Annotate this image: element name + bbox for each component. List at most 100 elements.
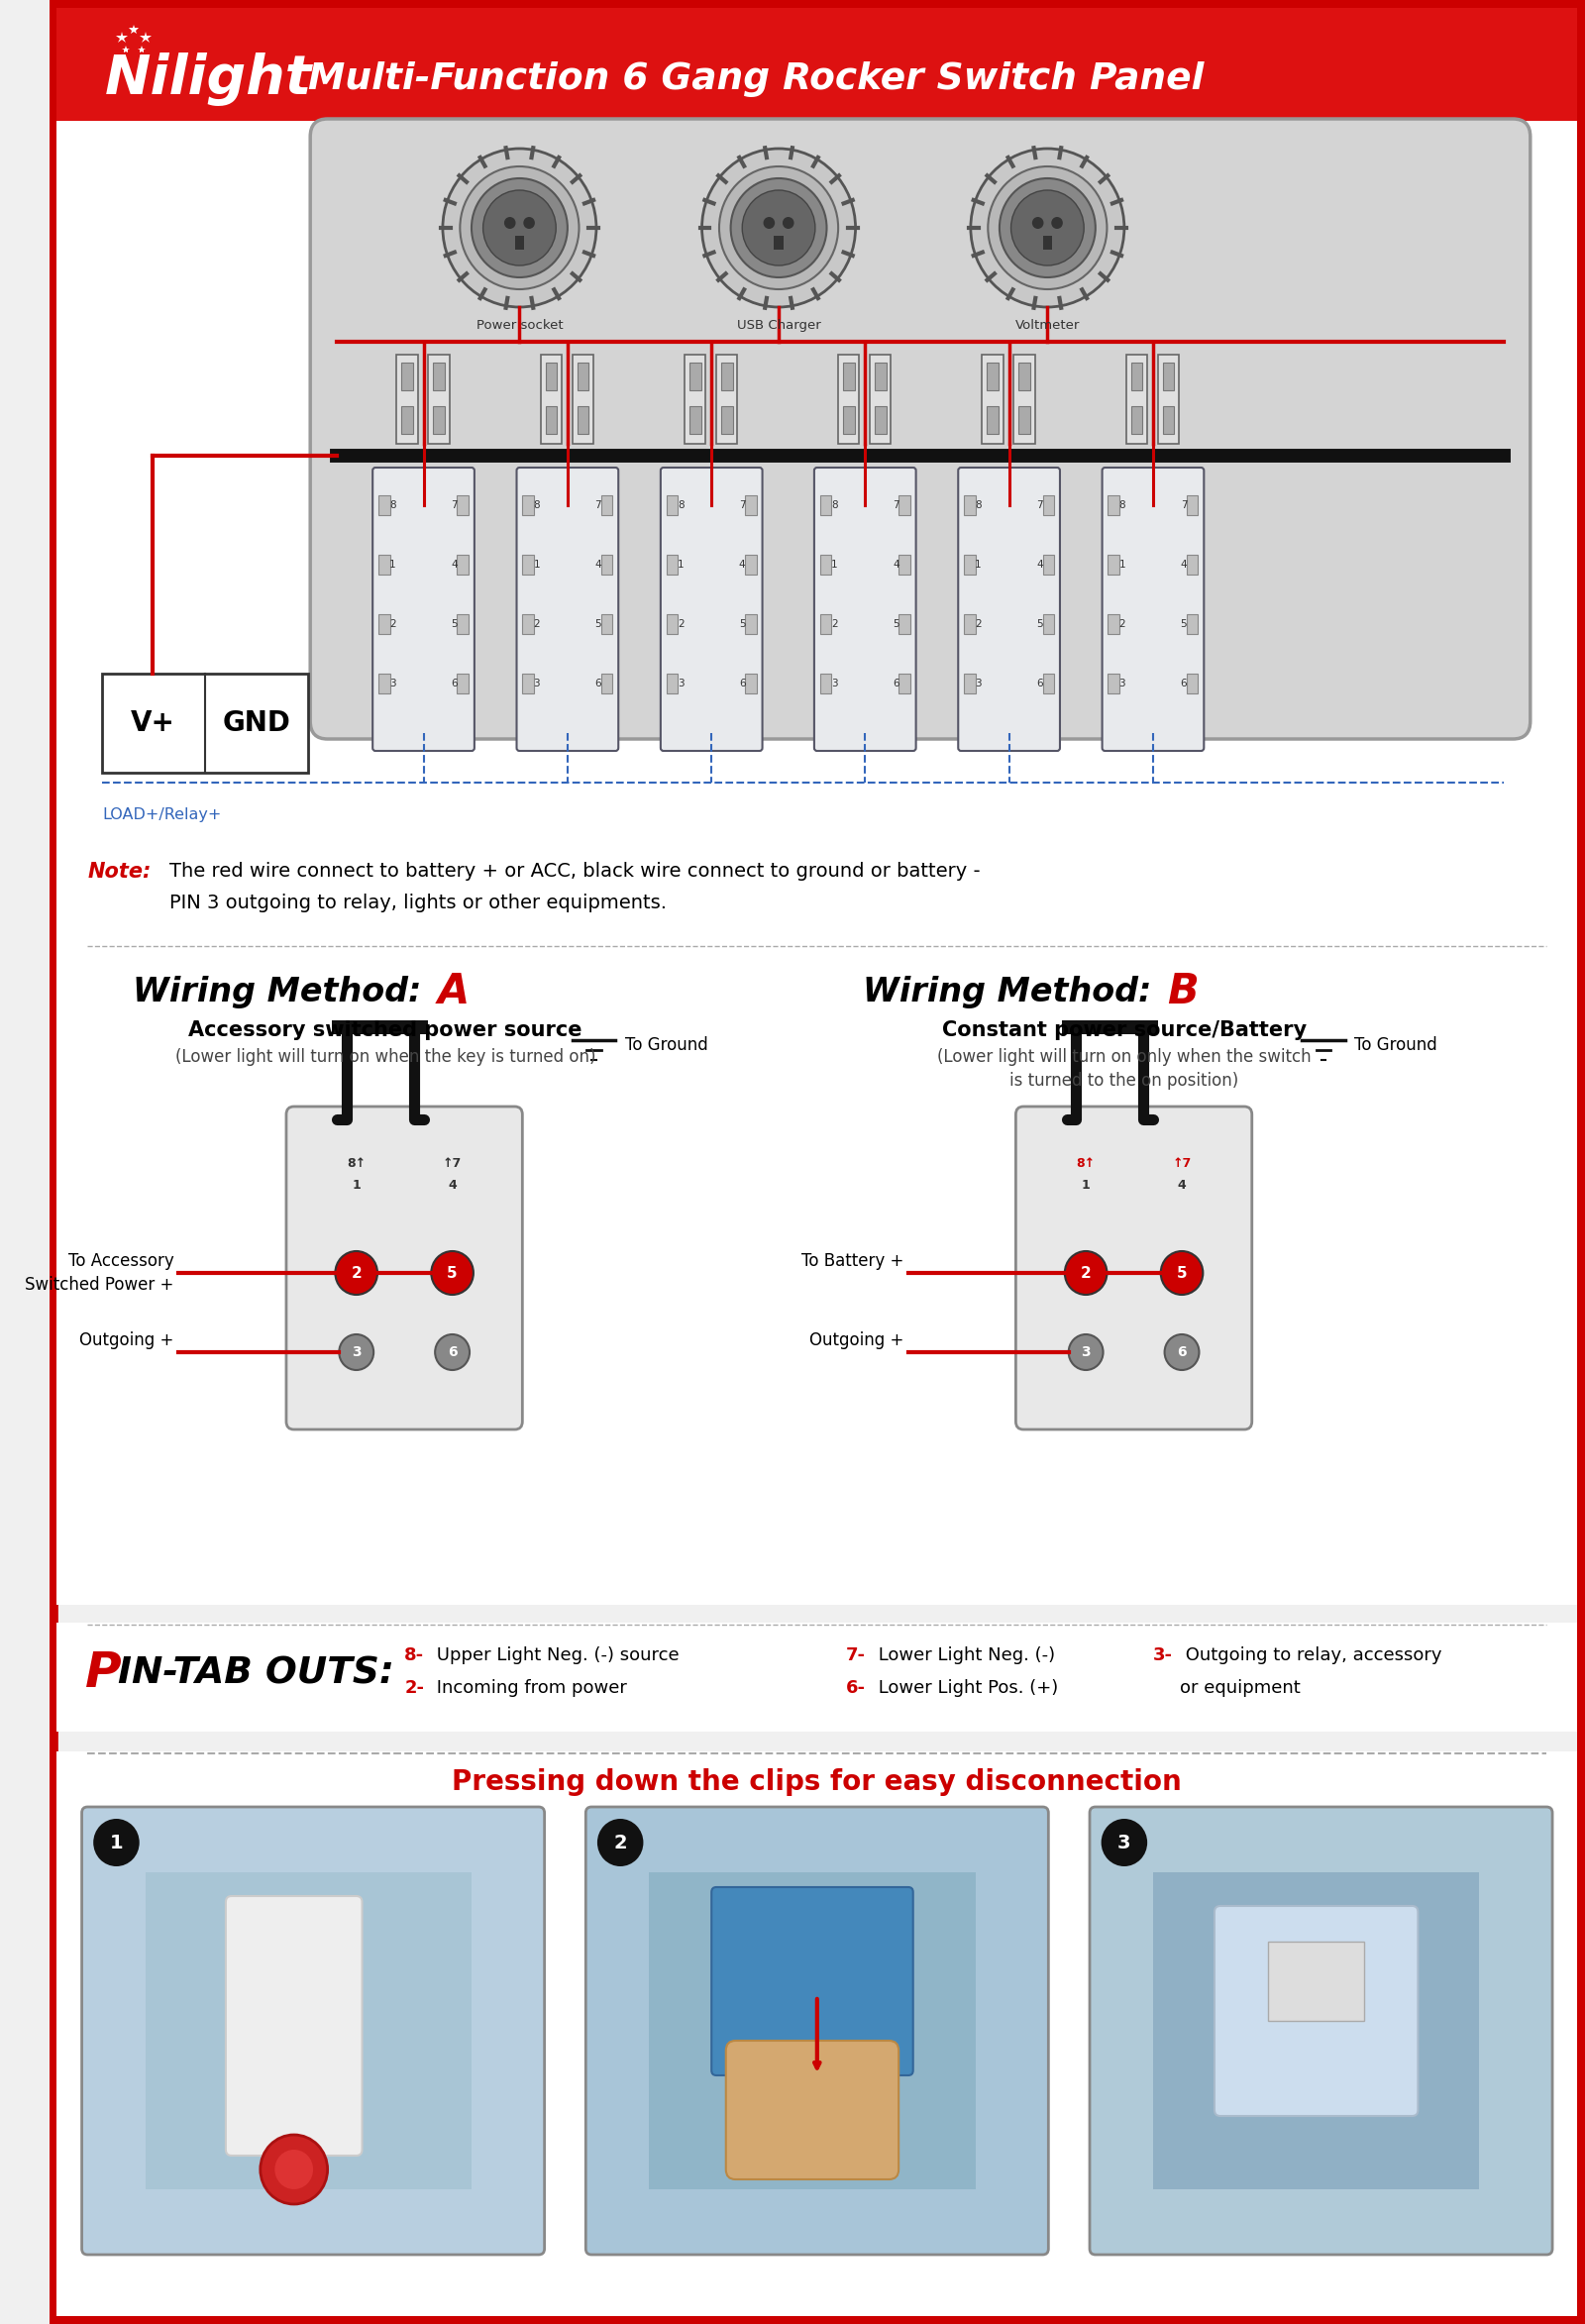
Text: 4: 4 [449,1178,456,1192]
Bar [1163,363,1174,390]
Circle shape [1068,1334,1103,1371]
Bar [899,495,910,516]
Bar [401,407,414,435]
Bar [745,614,756,634]
Circle shape [94,1820,139,1866]
Text: 5: 5 [452,618,458,630]
Text: 1: 1 [1081,1178,1090,1192]
Text: 6: 6 [1181,679,1187,688]
Bar [601,614,613,634]
Text: GND: GND [222,709,290,737]
Bar [819,495,832,516]
Bar [101,674,309,772]
Circle shape [1165,1334,1200,1371]
Text: IN-TAB OUTS:: IN-TAB OUTS: [119,1657,395,1692]
Text: 4: 4 [452,560,458,569]
Bar [899,555,910,574]
Bar [1062,1020,1159,1034]
Text: 5: 5 [1176,1267,1187,1281]
FancyBboxPatch shape [586,1806,1048,2254]
Text: B: B [1168,971,1198,1013]
Text: 5: 5 [892,618,899,630]
Bar [819,555,832,574]
Text: 3: 3 [390,679,396,688]
Bar [1268,1941,1365,2022]
Circle shape [274,2150,314,2189]
Bar [666,495,678,516]
Bar [333,1020,428,1034]
Bar [1163,407,1174,435]
Bar [1043,495,1054,516]
Circle shape [1051,216,1064,228]
Text: 2: 2 [1119,618,1125,630]
Text: Outgoing to relay, accessory: Outgoing to relay, accessory [1179,1645,1442,1664]
Bar [456,555,469,574]
FancyBboxPatch shape [1102,467,1205,751]
FancyBboxPatch shape [959,467,1060,751]
Text: 1: 1 [352,1178,361,1192]
Text: The red wire connect to battery + or ACC, black wire connect to ground or batter: The red wire connect to battery + or ACC… [170,862,980,881]
Text: 4: 4 [892,560,899,569]
Bar [819,614,832,634]
Text: 7: 7 [1037,500,1043,511]
Text: Accessory switched power source: Accessory switched power source [189,1020,582,1041]
Text: 3: 3 [831,679,837,688]
Text: 3: 3 [1119,679,1125,688]
Text: 5: 5 [447,1267,458,1281]
FancyBboxPatch shape [517,467,618,751]
Text: 2: 2 [613,1834,628,1852]
Bar [1132,407,1143,435]
Bar [721,363,732,390]
Bar [1014,356,1035,444]
FancyBboxPatch shape [1016,1106,1252,1429]
Text: 3: 3 [1081,1346,1090,1360]
Text: P: P [86,1650,122,1697]
Bar [57,837,1577,932]
Text: 2: 2 [677,618,685,630]
Bar [1043,614,1054,634]
Bar [401,363,414,390]
Bar [57,932,1577,1606]
Bar [57,1622,1577,1731]
Bar [721,407,732,435]
Bar [49,0,1585,128]
FancyBboxPatch shape [225,1896,361,2157]
Text: Lower Light Pos. (+): Lower Light Pos. (+) [873,1680,1059,1697]
Text: 6: 6 [594,679,601,688]
Text: 6: 6 [892,679,899,688]
Bar [689,363,701,390]
Text: 7: 7 [892,500,899,511]
Text: 8: 8 [534,500,540,511]
Bar [601,555,613,574]
Circle shape [987,167,1106,288]
FancyBboxPatch shape [815,467,916,751]
Text: 4: 4 [739,560,745,569]
Bar [456,495,469,516]
Text: To Ground: To Ground [624,1037,708,1055]
Circle shape [434,1334,469,1371]
Text: 7: 7 [594,500,601,511]
Bar [577,363,588,390]
Text: 6: 6 [1178,1346,1187,1360]
Text: is turned to the on position): is turned to the on position) [1010,1071,1239,1090]
Text: 3: 3 [677,679,685,688]
Bar [870,356,891,444]
Bar [899,614,910,634]
FancyBboxPatch shape [82,1806,545,2254]
Bar [1187,674,1198,693]
Bar [433,407,445,435]
Text: ↑7: ↑7 [1173,1157,1192,1171]
Circle shape [483,191,556,265]
Bar [57,7,1577,121]
Text: 5: 5 [1037,618,1043,630]
Text: 8: 8 [831,500,837,511]
Circle shape [720,167,838,288]
Circle shape [1102,1820,1148,1866]
Text: 4: 4 [1181,560,1187,569]
Circle shape [1000,179,1095,277]
Bar [379,555,390,574]
Bar [666,614,678,634]
Bar [773,235,783,249]
FancyBboxPatch shape [372,467,474,751]
FancyBboxPatch shape [1090,1806,1552,2254]
